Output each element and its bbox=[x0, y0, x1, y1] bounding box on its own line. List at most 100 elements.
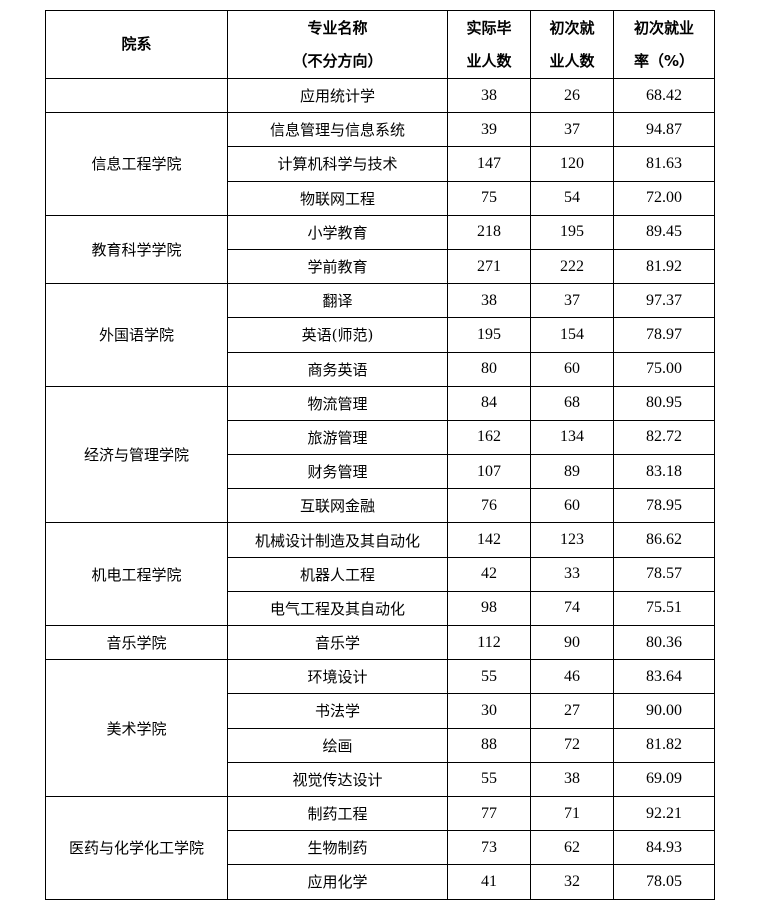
rate-cell: 94.87 bbox=[613, 112, 715, 148]
header-rate: 初次就业 率（%） bbox=[613, 10, 715, 79]
table-row: 绘画 88 72 81.82 bbox=[46, 727, 715, 763]
major-cell: 财务管理 bbox=[227, 454, 448, 490]
grads-cell: 218 bbox=[447, 214, 531, 250]
employed-cell: 38 bbox=[530, 761, 614, 797]
grads-cell: 38 bbox=[447, 283, 531, 319]
header-dept-label: 院系 bbox=[121, 35, 152, 53]
employed-cell: 123 bbox=[530, 522, 614, 558]
header-grads-line1: 实际毕 bbox=[466, 18, 512, 37]
employed-cell: 222 bbox=[530, 248, 614, 285]
major-cell: 翻译 bbox=[227, 283, 448, 319]
major-cell: 制药工程 bbox=[227, 795, 448, 832]
rate-cell: 89.45 bbox=[613, 214, 715, 250]
rate-cell: 81.92 bbox=[613, 248, 715, 285]
major-cell: 信息管理与信息系统 bbox=[227, 112, 448, 148]
employed-cell: 90 bbox=[530, 624, 614, 661]
major-cell: 商务英语 bbox=[227, 351, 448, 387]
table-row: 应用化学 41 32 78.05 bbox=[46, 864, 715, 900]
dept-cell: 医药与化学化工学院 bbox=[45, 795, 228, 900]
grads-cell: 55 bbox=[447, 761, 531, 797]
rate-cell: 75.51 bbox=[613, 590, 715, 627]
employed-cell: 60 bbox=[530, 351, 614, 387]
grads-cell: 42 bbox=[447, 556, 531, 592]
table-row: 互联网金融 76 60 78.95 bbox=[46, 488, 715, 524]
employed-cell: 54 bbox=[530, 180, 614, 216]
major-cell: 学前教育 bbox=[227, 248, 448, 285]
table-row: 机电工程学院 机械设计制造及其自动化 142 123 86.62 bbox=[45, 522, 715, 626]
major-cell: 环境设计 bbox=[227, 659, 448, 695]
grads-cell: 88 bbox=[447, 727, 531, 763]
table-row: 学前教育 271 222 81.92 bbox=[46, 248, 715, 285]
dept-cell: 音乐学院 bbox=[45, 624, 228, 661]
grads-cell: 75 bbox=[447, 180, 531, 216]
rate-cell: 92.21 bbox=[613, 795, 715, 832]
table-body: 应用统计学 38 26 68.42 信息工程学院 信息管理与信息系统 39 37 94.87 计算… bbox=[45, 77, 715, 900]
rate-cell: 78.95 bbox=[613, 488, 715, 524]
grads-cell: 271 bbox=[447, 248, 531, 285]
employed-cell: 46 bbox=[530, 659, 614, 695]
rate-cell: 68.42 bbox=[613, 77, 715, 114]
major-cell: 视觉传达设计 bbox=[227, 761, 448, 797]
rate-cell: 80.36 bbox=[613, 624, 715, 661]
major-cell: 英语(师范) bbox=[227, 317, 448, 353]
grads-cell: 38 bbox=[447, 77, 531, 114]
table-row: 应用统计学 38 26 68.42 bbox=[45, 77, 715, 114]
employed-cell: 89 bbox=[530, 454, 614, 490]
rate-cell: 80.95 bbox=[613, 385, 715, 421]
rate-cell: 78.57 bbox=[613, 556, 715, 592]
rate-cell: 82.72 bbox=[613, 419, 715, 456]
table-row: 美术学院 环境设计 55 46 83.64 bbox=[45, 659, 715, 797]
table-row: 英语(师范) 195 154 78.97 bbox=[46, 317, 715, 353]
major-cell: 书法学 bbox=[227, 693, 448, 729]
header-employed: 初次就 业人数 bbox=[530, 10, 614, 79]
employed-cell: 195 bbox=[530, 214, 614, 250]
rate-cell: 90.00 bbox=[613, 693, 715, 729]
grads-cell: 73 bbox=[447, 830, 531, 866]
dept-cell: 信息工程学院 bbox=[45, 112, 228, 216]
rate-cell: 78.05 bbox=[613, 864, 715, 900]
employed-cell: 134 bbox=[530, 419, 614, 456]
header-row: 院系 专业名称 （不分方向） 实际毕业人数 初次就 业人数 初次就业 率（%） bbox=[45, 10, 715, 79]
employed-cell: 37 bbox=[530, 112, 614, 148]
header-major: 专业名称 （不分方向） bbox=[227, 10, 448, 79]
major-cell: 旅游管理 bbox=[227, 419, 448, 456]
table-row: 计算机科学与技术 147 120 81.63 bbox=[46, 146, 715, 182]
rate-cell: 69.09 bbox=[613, 761, 715, 797]
major-cell: 电气工程及其自动化 bbox=[227, 590, 448, 627]
dept-cell: 机电工程学院 bbox=[45, 522, 228, 626]
header-grads-line2: 业人数 bbox=[466, 51, 512, 70]
major-cell: 互联网金融 bbox=[227, 488, 448, 524]
grads-cell: 84 bbox=[447, 385, 531, 421]
rate-cell: 97.37 bbox=[613, 283, 715, 319]
table-row: 物联网工程 75 54 72.00 bbox=[46, 180, 715, 216]
employed-cell: 72 bbox=[530, 727, 614, 763]
grads-cell: 162 bbox=[447, 419, 531, 456]
employed-cell: 26 bbox=[530, 77, 614, 114]
major-cell: 物联网工程 bbox=[227, 180, 448, 216]
employed-cell: 71 bbox=[530, 795, 614, 832]
grads-cell: 41 bbox=[447, 864, 531, 900]
rate-cell: 81.82 bbox=[613, 727, 715, 763]
dept-cell: 经济与管理学院 bbox=[45, 385, 228, 524]
header-grads: 实际毕 业人数 bbox=[447, 10, 531, 79]
grads-cell: 107 bbox=[447, 454, 531, 490]
grads-cell: 147 bbox=[447, 146, 531, 182]
employed-cell: 120 bbox=[530, 146, 614, 182]
employed-cell: 27 bbox=[530, 693, 614, 729]
dept-cell: 教育科学学院 bbox=[45, 214, 228, 285]
table-row: 教育科学学院 小学教育 218 195 89.45 bbox=[45, 214, 715, 285]
major-cell: 音乐学 bbox=[227, 624, 448, 661]
dept-cell bbox=[45, 77, 228, 114]
major-cell: 计算机科学与技术 bbox=[227, 146, 448, 182]
table-row: 旅游管理 162 134 82.72 bbox=[46, 419, 715, 456]
employed-cell: 60 bbox=[530, 488, 614, 524]
major-cell: 机械设计制造及其自动化 bbox=[227, 522, 448, 558]
table-row: 财务管理 107 89 83.18 bbox=[46, 454, 715, 490]
grads-cell: 98 bbox=[447, 590, 531, 627]
table-row: 经济与管理学院 物流管理 84 68 80.95 bbox=[45, 385, 715, 524]
rate-cell: 78.97 bbox=[613, 317, 715, 353]
employed-cell: 154 bbox=[530, 317, 614, 353]
employed-cell: 62 bbox=[530, 830, 614, 866]
employed-cell: 68 bbox=[530, 385, 614, 421]
rate-cell: 81.63 bbox=[613, 146, 715, 182]
